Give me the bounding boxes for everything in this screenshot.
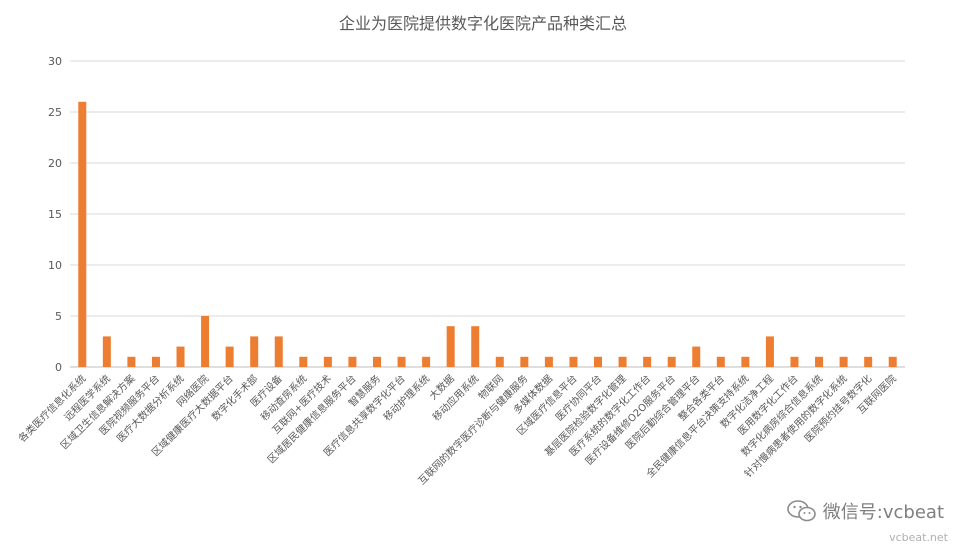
x-axis: 各类医疗信息化系统远程医学系统区域卫生信息解决方案医院视频服务平台医疗大数据分析… — [16, 372, 899, 487]
bar — [323, 356, 332, 367]
bar — [667, 356, 676, 367]
bar — [790, 356, 799, 367]
bar — [544, 356, 553, 367]
bar — [815, 356, 824, 367]
watermark-site: vcbeat.net — [889, 531, 948, 544]
bar — [643, 356, 652, 367]
bar — [274, 336, 283, 367]
y-tick-label: 30 — [48, 55, 62, 68]
bar — [495, 356, 504, 367]
bar — [201, 316, 210, 367]
bar — [471, 326, 480, 367]
bar — [225, 346, 234, 367]
bar — [520, 356, 529, 367]
watermark-label: 微信号:vcbeat — [822, 502, 944, 523]
bar — [176, 346, 185, 367]
bar — [594, 356, 603, 367]
bar — [78, 101, 87, 368]
bar — [299, 356, 308, 367]
bar — [127, 356, 136, 367]
wechat-icon — [786, 500, 816, 522]
bar — [618, 356, 627, 367]
bar — [716, 356, 725, 367]
bar — [839, 356, 848, 367]
bar — [250, 336, 259, 367]
bar — [741, 356, 750, 367]
y-tick-label: 10 — [48, 259, 62, 272]
bar — [151, 356, 160, 367]
bar — [446, 326, 455, 367]
y-axis: 0 5 10 15 20 25 30 — [48, 55, 62, 374]
bar — [864, 356, 873, 367]
bar — [569, 356, 578, 367]
chart-title: 企业为医院提供数字化医院产品种类汇总 — [338, 14, 627, 33]
bar — [348, 356, 357, 367]
watermark: 微信号:vcbeat — [786, 498, 944, 524]
y-tick-label: 25 — [48, 106, 62, 119]
bar — [102, 336, 111, 367]
y-tick-label: 20 — [48, 157, 62, 170]
bar — [692, 346, 701, 367]
bars — [78, 101, 897, 368]
y-tick-label: 15 — [48, 208, 62, 221]
bar — [765, 336, 774, 367]
y-tick-label: 5 — [55, 310, 62, 323]
bar — [397, 356, 406, 367]
bar — [422, 356, 431, 367]
bar — [888, 356, 897, 367]
y-tick-label: 0 — [55, 361, 62, 374]
bar — [372, 356, 381, 367]
gridlines — [70, 60, 905, 368]
